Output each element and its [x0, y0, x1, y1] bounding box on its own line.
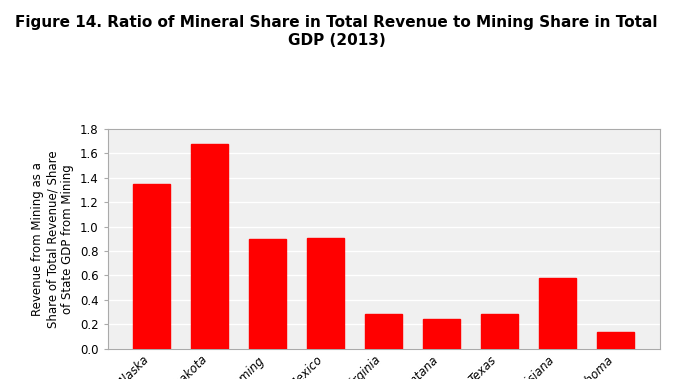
Bar	[597, 332, 635, 349]
Bar	[365, 315, 402, 349]
Bar	[481, 315, 518, 349]
Y-axis label: Revenue from Mining as a
Share of Total Revenue/ Share
of State GDP from Mining: Revenue from Mining as a Share of Total …	[32, 150, 74, 327]
Bar	[423, 319, 460, 349]
Bar	[190, 144, 228, 349]
Bar	[539, 278, 577, 349]
Bar	[249, 239, 287, 349]
Bar	[133, 184, 170, 349]
Text: Figure 14. Ratio of Mineral Share in Total Revenue to Mining Share in Total
GDP : Figure 14. Ratio of Mineral Share in Tot…	[15, 15, 658, 47]
Bar	[307, 238, 345, 349]
